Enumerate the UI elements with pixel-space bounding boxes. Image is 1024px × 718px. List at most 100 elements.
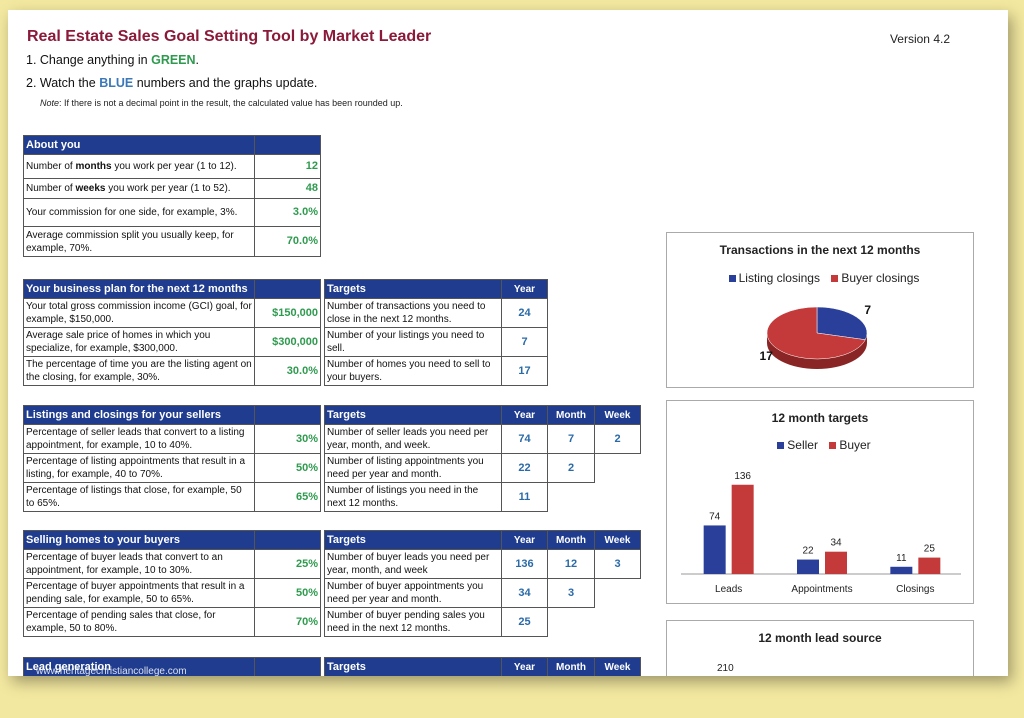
buyer-legend-swatch (831, 274, 839, 282)
buyer-targets-table: Targets Year Month Week Number of buyer lea… (324, 530, 641, 637)
business-plan-header: Your business plan for the next 12 month… (23, 279, 255, 299)
lead-source-chart-title: 12 month lead source (758, 631, 882, 645)
about-you-header: About you (23, 135, 255, 155)
buyer-homes-value: 17 (501, 356, 548, 386)
sale-price-input[interactable]: $300,000 (254, 327, 321, 357)
pie-chart-title: Transactions in the next 12 months (719, 243, 921, 257)
pie-value-label: 17 (760, 349, 774, 363)
step2-suffix: numbers and the graphs update. (133, 76, 318, 90)
commission-input[interactable]: 3.0% (254, 198, 321, 227)
step2-highlight: BLUE (99, 76, 134, 90)
about-split-label: Average commission split you usually kee… (23, 226, 255, 257)
about-you-table: About you Number of months you work per … (23, 135, 321, 257)
seller-month-header: Month (547, 405, 595, 425)
transactions-chart-panel[interactable]: Transactions in the next 12 months Listi… (666, 232, 974, 388)
leadgen-targets-header: Targets (324, 657, 502, 676)
buyer-appt-result-label: Percentage of buyer appointments that re… (23, 578, 255, 608)
x-tick-label: Appointments (791, 584, 852, 595)
listing-pct-input[interactable]: 30.0% (254, 356, 321, 386)
listing-appts-week-empty (595, 454, 641, 483)
buyer-series-legend-label: Buyer (839, 438, 871, 452)
weeks-input[interactable]: 48 (254, 178, 321, 199)
bar-value-label: 25 (924, 544, 936, 555)
buyer-targets-header: Targets (324, 530, 502, 550)
bar-value-label: 34 (830, 538, 842, 549)
listings-needed-label: Number of listings you need in the next … (324, 482, 502, 512)
seller-leads-month: 7 (547, 424, 595, 454)
listing-appt-result-input[interactable]: 50% (254, 453, 321, 483)
listings-needed-month-empty (548, 483, 595, 512)
buyer-appts-month: 3 (547, 578, 595, 608)
seller-year-header: Year (501, 405, 548, 425)
buyer-leads-month: 12 (547, 549, 595, 579)
listings-close-label: Percentage of listings that close, for e… (23, 482, 255, 512)
seller-targets-table: Targets Year Month Week Number of seller le… (324, 405, 641, 512)
plan-targets-table: Targets Year Number of transactions you n… (324, 279, 548, 386)
about-commission-label: Your commission for one side, for exampl… (23, 198, 255, 227)
lead-source-value-label: 210 (717, 663, 734, 674)
seller-leads-year: 74 (501, 424, 548, 454)
listing-appts-month: 2 (547, 453, 595, 483)
lead-source-chart-panel[interactable]: 12 month lead source 210 (666, 620, 974, 676)
plan-targets-year-header: Year (501, 279, 548, 299)
months-input[interactable]: 12 (254, 154, 321, 179)
leadgen-week-header: Week (594, 657, 641, 676)
about-you-header-blank (254, 135, 321, 155)
seller-targets-header: Targets (324, 405, 502, 425)
about-weeks-label: Number of weeks you work per year (1 to … (23, 178, 255, 199)
about-months-label: Number of months you work per year (1 to… (23, 154, 255, 179)
step2-text: 2. Watch the (26, 76, 100, 90)
buyers-header-blank (254, 530, 321, 550)
step1-text: 1. Change anything in (26, 53, 152, 67)
listings-needed-year: 11 (501, 482, 548, 512)
buyer-appt-result-input[interactable]: 50% (254, 578, 321, 608)
bar-legend: Seller Buyer (667, 438, 973, 452)
bar-value-label: 22 (802, 546, 814, 557)
buyers-header: Selling homes to your buyers (23, 530, 255, 550)
pending-close-label: Percentage of pending sales that close, … (23, 607, 255, 637)
seller-legend-label: Seller (787, 438, 818, 452)
instruction-step-1: 1. Change anything in GREEN. (26, 53, 199, 67)
leadgen-month-header: Month (547, 657, 595, 676)
listings-needed-week-empty (595, 483, 641, 512)
buyer-year-header: Year (501, 530, 548, 550)
buyer-pending-label: Number of buyer pending sales you need i… (324, 607, 502, 637)
bar-value-label: 74 (709, 511, 721, 522)
buyer-pending-week-empty (595, 608, 641, 637)
buyer-appts-week-empty (595, 579, 641, 608)
seller-leads-week: 2 (594, 424, 641, 454)
buyer-leads-convert-input[interactable]: 25% (254, 549, 321, 579)
lead-generation-header-blank (254, 657, 321, 676)
pie-value-label: 7 (864, 303, 871, 317)
buyer-appts-year: 34 (501, 578, 548, 608)
bar-buyer-appointments (825, 551, 847, 574)
seller-leads-convert-input[interactable]: 30% (254, 424, 321, 454)
buyer-series-legend-swatch (829, 441, 837, 449)
buyer-appts-label: Number of buyer appointments you need pe… (324, 578, 502, 608)
buyer-leads-week: 3 (594, 549, 641, 579)
business-plan-header-blank (254, 279, 321, 299)
pending-close-input[interactable]: 70% (254, 607, 321, 637)
spreadsheet-sheet: Real Estate Sales Goal Setting Tool by M… (8, 10, 1008, 676)
buyer-leads-year: 136 (501, 549, 548, 579)
split-input[interactable]: 70.0% (254, 226, 321, 257)
plan-listing-pct-label: The percentage of time you are the listi… (23, 356, 255, 386)
buyer-week-header: Week (594, 530, 641, 550)
gci-input[interactable]: $150,000 (254, 298, 321, 328)
leadgen-year-header: Year (501, 657, 548, 676)
step1-suffix: . (195, 53, 200, 67)
bar-value-label: 11 (896, 553, 907, 564)
bar-chart-title: 12 month targets (771, 411, 869, 425)
pie-slice-listing-closings (816, 306, 868, 341)
listing-appts-year: 22 (501, 453, 548, 483)
buyer-leads-label: Number of buyer leads you need per year,… (324, 549, 502, 579)
transactions-value: 24 (501, 298, 548, 328)
listings-close-input[interactable]: 65% (254, 482, 321, 512)
buyers-table: Selling homes to your buyers Percentage … (23, 530, 321, 637)
buyer-month-header: Month (547, 530, 595, 550)
listing-legend-label: Listing closings (738, 271, 820, 285)
pie-chart: 7 17 (760, 303, 871, 369)
targets-chart-panel[interactable]: 12 month targets Seller Buyer 74 136 Leads… (666, 400, 974, 604)
business-plan-table: Your business plan for the next 12 month… (23, 279, 321, 386)
bar-buyer-leads (731, 484, 754, 574)
